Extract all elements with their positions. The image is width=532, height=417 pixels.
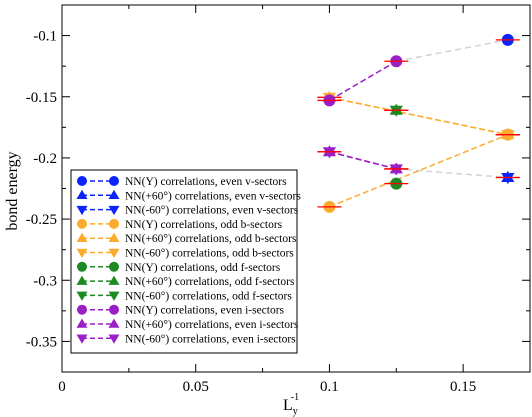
grey-connector-line — [396, 39, 508, 63]
legend-marker-circle — [109, 176, 119, 186]
legend-label: NN(-60°) correlations, odd f-sectors — [125, 290, 292, 302]
legend-marker-triangle-down — [76, 205, 88, 216]
legend-marker-triangle-up — [108, 189, 120, 200]
legend-marker-triangle-up — [108, 275, 120, 285]
y-axis-title: bond energy — [4, 151, 21, 230]
series-line — [329, 60, 397, 102]
legend-box — [70, 169, 298, 354]
x-axis-title: Ly -1 — [283, 392, 299, 417]
legend-label: NN(Y) correlations, odd b-sectors — [125, 219, 283, 231]
legend-marker-circle — [109, 218, 119, 229]
legend-label: NN(+60°) correlations, even i-sectors — [125, 319, 299, 331]
legend-marker-triangle-down — [108, 205, 120, 216]
series-markers — [317, 33, 520, 213]
x-axis-title-base: L — [283, 397, 293, 414]
legend-marker-triangle-up — [76, 275, 88, 285]
series-lines — [329, 39, 509, 208]
legend-marker-circle — [77, 218, 87, 229]
x-tick-label: 0.15 — [450, 379, 476, 395]
legend-label: NN(+60°) correlations, odd b-sectors — [125, 233, 297, 245]
data-point-triangle-down — [389, 105, 403, 117]
legend-marker-triangle-up — [76, 189, 88, 200]
data-point-triangle-down — [501, 172, 515, 185]
series-line — [329, 151, 397, 170]
legend-label: NN(-60°) correlations, even i-sectors — [125, 333, 296, 345]
x-axis-title-sup: -1 — [291, 392, 299, 403]
y-tick-label: -0.25 — [26, 212, 57, 228]
series-line — [329, 96, 508, 136]
legend-marker-triangle-down — [76, 248, 88, 258]
y-tick-label: -0.35 — [26, 334, 57, 350]
data-point-triangle-down — [389, 164, 403, 176]
legend-marker-triangle-down — [76, 291, 88, 301]
grey-connector-line — [396, 168, 508, 179]
legend-marker-triangle-down — [108, 334, 120, 344]
legend-marker-circle — [77, 176, 87, 186]
x-tick-label: 0.05 — [183, 379, 209, 395]
y-tick-label: -0.2 — [33, 151, 57, 167]
x-tick-label: 0 — [58, 379, 66, 395]
y-tick-label: -0.3 — [33, 273, 57, 289]
legend-marker-triangle-down — [108, 291, 120, 301]
legend-marker-triangle-up — [108, 318, 120, 328]
legend-marker-triangle-up — [76, 318, 88, 328]
legend-label: NN(Y) correlations, even i-sectors — [125, 305, 285, 317]
legend-label: NN(-60°) correlations, even v-sectors — [125, 205, 299, 217]
x-axis-title-sub: y — [293, 406, 298, 417]
data-point-triangle-down — [501, 130, 515, 142]
legend-marker-triangle-up — [76, 232, 88, 242]
legend-marker-circle — [109, 304, 119, 315]
legend-marker-triangle-up — [108, 232, 120, 242]
legend-label: NN(+60°) correlations, even v-sectors — [125, 190, 301, 202]
series-line — [329, 133, 509, 208]
y-tick-label: -0.15 — [26, 90, 57, 106]
x-tick-label: 0.1 — [320, 379, 339, 395]
axis-ticks: 0 0.05 0.1 0.15 -0.35 -0.3 -0.25 -0.2 -0.15 -0.1 — [26, 4, 531, 395]
legend-label: NN(Y) correlations, odd f-sectors — [125, 262, 281, 274]
data-point-triangle-down — [322, 147, 337, 159]
legend: NN(Y) correlations, even v-sectors NN(+60… — [70, 169, 301, 354]
legend-marker-circle — [77, 304, 87, 315]
legend-marker-triangle-down — [76, 334, 88, 344]
legend-marker-circle — [109, 261, 119, 272]
legend-label: NN(-60°) correlations, odd b-sectors — [125, 248, 294, 260]
legend-label: NN(Y) correlations, even v-sectors — [125, 176, 287, 188]
legend-marker-triangle-down — [108, 248, 120, 258]
y-tick-label: -0.1 — [33, 29, 57, 45]
legend-label: NN(+60°) correlations, odd f-sectors — [125, 276, 295, 288]
legend-marker-circle — [77, 261, 87, 272]
